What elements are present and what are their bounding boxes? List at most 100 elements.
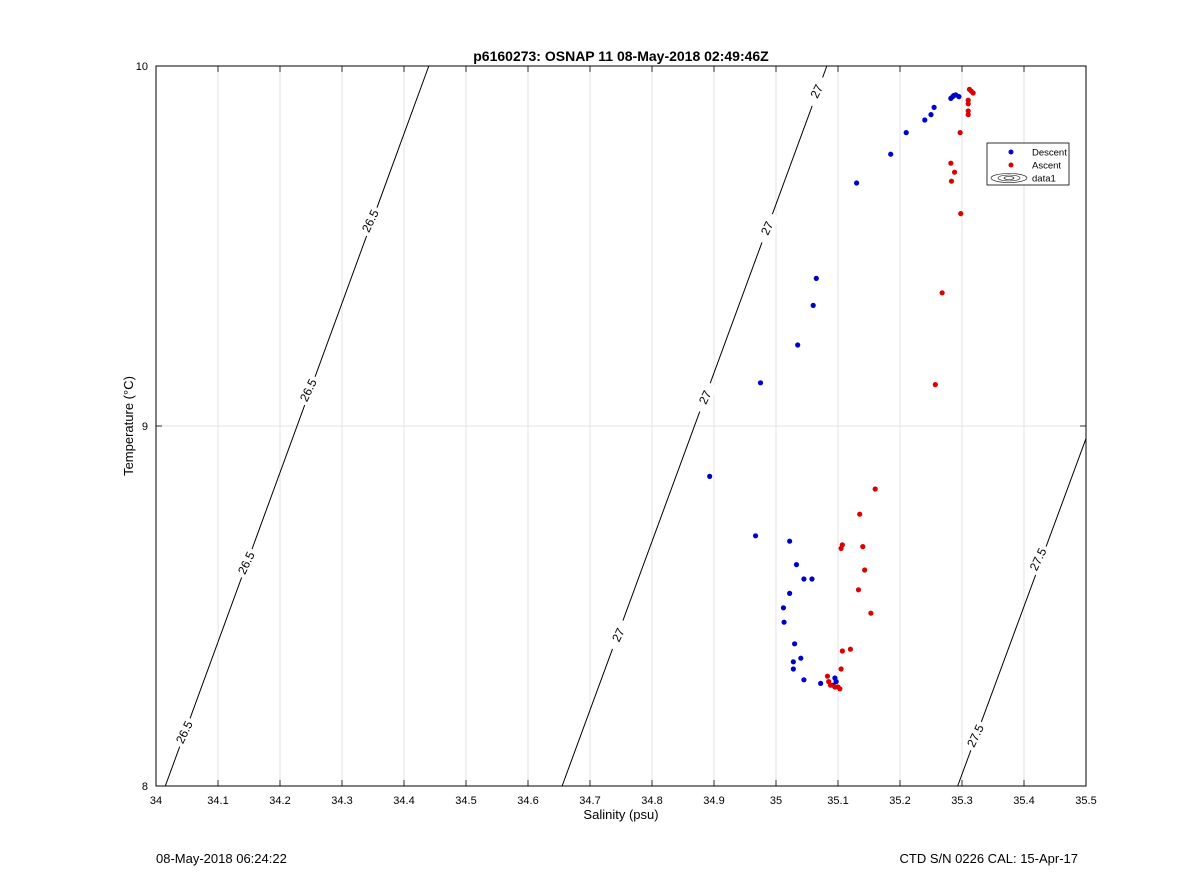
descent-point <box>787 538 793 544</box>
ascent-point <box>932 382 938 388</box>
x-tick-label: 34.7 <box>579 795 600 807</box>
ascent-point <box>838 666 844 672</box>
legend-ascent-label: Ascent <box>1032 161 1061 172</box>
ascent-point <box>872 486 878 492</box>
ascent-point <box>837 686 843 692</box>
legend-box <box>986 142 1070 186</box>
y-tick-label: 8 <box>142 781 148 793</box>
isopycnal-label: 27 <box>808 82 827 100</box>
footer-instrument-info: CTD S/N 0226 CAL: 15-Apr-17 <box>899 851 1078 866</box>
isopycnal-line <box>164 65 430 787</box>
descent-point <box>809 576 815 582</box>
ascent-point <box>957 130 963 136</box>
x-tick-label: 34.5 <box>455 795 476 807</box>
ascent-point <box>839 648 845 654</box>
descent-point <box>810 302 816 308</box>
x-tick-label: 34.2 <box>269 795 290 807</box>
ascent-point <box>838 545 844 552</box>
ascent-point <box>939 290 945 296</box>
legend-descent-marker <box>1008 149 1014 155</box>
descent-point <box>757 380 764 386</box>
descent-point <box>780 605 787 611</box>
legend-contour-icon <box>990 173 1028 183</box>
isopycnal-label-bg <box>962 719 988 753</box>
axis-ticks: 34 34.1 34.2 34.3 34.4 34.5 34.6 34.7 34.8 34.9 35… <box>136 61 1097 807</box>
ascent-point <box>965 101 971 107</box>
x-tick-label: 35 <box>770 795 782 807</box>
legend-ascent-marker <box>1008 162 1014 168</box>
chart-title: p6160273: OSNAP 11 08-May-2018 02:49:46Z <box>473 48 769 64</box>
descent-point <box>928 112 934 118</box>
ascent-point <box>948 178 955 184</box>
descent-point <box>801 677 807 683</box>
isopycnal-label: 27 <box>609 626 628 644</box>
descent-point <box>813 275 819 281</box>
x-tick-label: 34.1 <box>207 795 228 807</box>
ascent-point <box>860 544 866 550</box>
descent-point <box>931 104 937 110</box>
footer-timestamp: 08-May-2018 06:24:22 <box>156 851 287 866</box>
ascent-point <box>958 211 964 217</box>
descent-point <box>903 130 909 136</box>
y-tick-label: 10 <box>136 61 148 73</box>
descent-point <box>795 342 801 348</box>
x-tick-label: 34.3 <box>331 795 352 807</box>
isopycnal-line <box>561 65 828 787</box>
descent-point <box>798 655 804 661</box>
legend-contour-label: data1 <box>1032 174 1056 185</box>
x-tick-label: 34.6 <box>517 795 538 807</box>
ascent-point <box>862 567 868 573</box>
x-tick-label: 34.8 <box>641 795 662 807</box>
x-tick-label: 34 <box>150 795 162 807</box>
x-tick-label: 35.3 <box>951 795 972 807</box>
isopycnal-label-group: 27 <box>691 380 718 414</box>
legend-descent-label: Descent <box>1032 148 1067 159</box>
descent-point <box>793 562 800 568</box>
isopycnal-label-bg <box>803 74 830 108</box>
isopycnal-label-bg <box>691 380 718 414</box>
y-tick-label: 9 <box>142 421 148 433</box>
descent-point <box>951 92 957 99</box>
isopycnal-label-group: 27 <box>605 618 631 652</box>
ascent-point <box>965 97 971 103</box>
descent-point <box>790 666 796 672</box>
ascent-point <box>847 646 854 652</box>
data-points <box>707 86 976 692</box>
isopycnal-label-bg <box>753 211 780 245</box>
ascent-point <box>855 587 862 593</box>
isopycnal-label-bg <box>1024 542 1051 576</box>
isopycnal-label-bg <box>295 373 321 407</box>
isopycnal-label-group: 27 <box>753 211 780 245</box>
ascent-point <box>857 511 863 517</box>
ascent-point <box>970 90 976 96</box>
descent-point <box>787 590 793 597</box>
ascent-point <box>965 108 971 114</box>
descent-point <box>956 94 962 100</box>
descent-point <box>752 533 759 539</box>
isopycnal-label-bg <box>357 204 383 238</box>
isopycnal-label: 27 <box>696 388 715 406</box>
isopycnal-label-group: 27 <box>803 74 830 108</box>
ascent-point <box>827 682 834 688</box>
descent-point <box>792 641 798 647</box>
isopycnal-label-bg <box>605 618 631 652</box>
descent-point <box>818 680 824 687</box>
x-tick-label: 35.4 <box>1013 795 1034 807</box>
descent-point <box>888 151 894 157</box>
isopycnal-label-bg <box>233 546 259 580</box>
x-tick-label: 35.5 <box>1075 795 1096 807</box>
ascent-point <box>951 169 958 175</box>
legend: Descent Ascent data1 <box>986 142 1070 186</box>
descent-point <box>801 576 807 582</box>
isopycnal-label-bg <box>171 715 197 749</box>
descent-point <box>854 180 860 186</box>
descent-point <box>790 659 796 665</box>
descent-point <box>781 619 787 625</box>
ascent-point <box>824 673 831 679</box>
ascent-point <box>965 112 971 118</box>
x-tick-label: 34.4 <box>393 795 414 807</box>
descent-point <box>833 679 839 685</box>
descent-point <box>707 473 713 479</box>
ascent-point <box>868 610 874 616</box>
